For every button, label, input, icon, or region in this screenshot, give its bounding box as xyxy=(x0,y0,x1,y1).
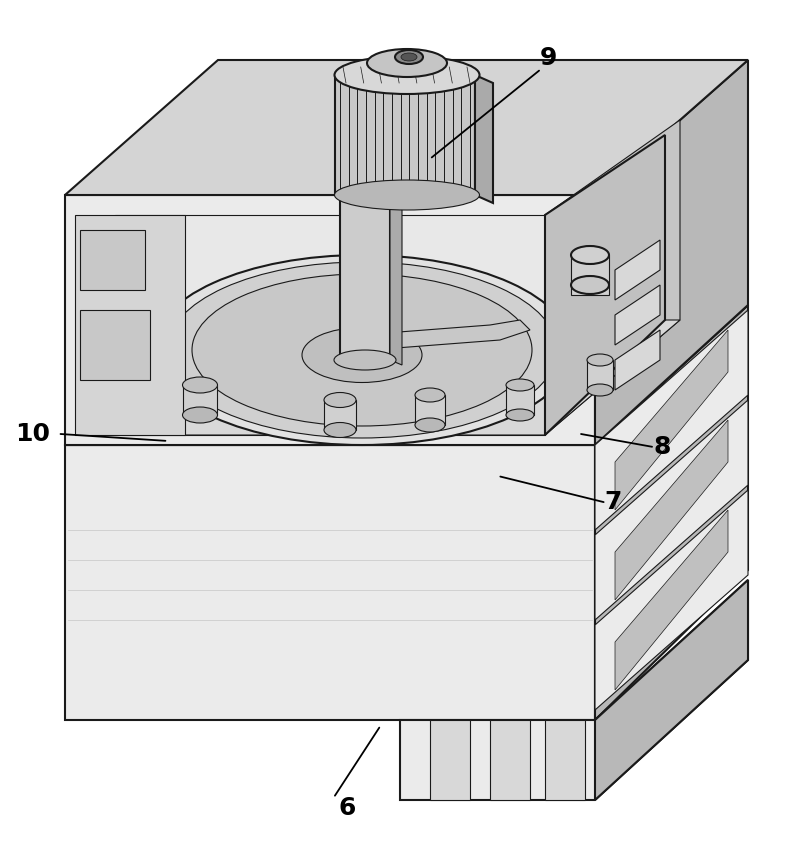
Polygon shape xyxy=(545,135,665,435)
Polygon shape xyxy=(340,70,390,360)
Polygon shape xyxy=(115,215,545,435)
Polygon shape xyxy=(400,580,748,800)
Ellipse shape xyxy=(302,328,422,382)
Polygon shape xyxy=(595,305,748,720)
Polygon shape xyxy=(615,240,660,300)
Polygon shape xyxy=(545,120,680,435)
Ellipse shape xyxy=(415,418,445,432)
Text: 7: 7 xyxy=(604,490,622,514)
Polygon shape xyxy=(595,310,748,530)
Polygon shape xyxy=(65,60,748,195)
Polygon shape xyxy=(183,385,217,415)
Ellipse shape xyxy=(334,350,396,370)
Polygon shape xyxy=(615,510,728,690)
Polygon shape xyxy=(615,285,660,345)
Polygon shape xyxy=(475,75,493,203)
Polygon shape xyxy=(80,230,145,290)
Polygon shape xyxy=(545,720,585,800)
Polygon shape xyxy=(324,400,356,430)
Ellipse shape xyxy=(350,335,380,349)
Polygon shape xyxy=(430,720,470,800)
Ellipse shape xyxy=(506,409,534,421)
Polygon shape xyxy=(335,75,475,195)
Polygon shape xyxy=(75,215,185,435)
Text: 10: 10 xyxy=(15,422,50,446)
Ellipse shape xyxy=(395,50,423,64)
Ellipse shape xyxy=(587,384,613,396)
Polygon shape xyxy=(615,330,660,390)
Text: 9: 9 xyxy=(540,46,558,70)
Ellipse shape xyxy=(182,407,218,423)
Ellipse shape xyxy=(152,255,572,445)
Polygon shape xyxy=(415,395,445,425)
Polygon shape xyxy=(65,305,748,445)
Polygon shape xyxy=(490,720,530,800)
Polygon shape xyxy=(595,400,748,620)
Ellipse shape xyxy=(192,274,532,426)
Polygon shape xyxy=(65,195,595,445)
Ellipse shape xyxy=(367,49,447,77)
Ellipse shape xyxy=(324,422,356,437)
Ellipse shape xyxy=(415,388,445,402)
Polygon shape xyxy=(587,360,613,390)
Ellipse shape xyxy=(571,246,609,264)
Ellipse shape xyxy=(571,276,609,294)
Polygon shape xyxy=(65,445,595,720)
Polygon shape xyxy=(615,420,728,600)
Polygon shape xyxy=(390,70,402,365)
Ellipse shape xyxy=(587,354,613,366)
Polygon shape xyxy=(506,385,534,415)
Polygon shape xyxy=(595,490,748,710)
Ellipse shape xyxy=(324,392,356,408)
Polygon shape xyxy=(115,320,680,435)
Ellipse shape xyxy=(182,377,218,393)
Polygon shape xyxy=(595,580,748,800)
Polygon shape xyxy=(595,60,748,445)
Text: 6: 6 xyxy=(338,797,356,820)
Polygon shape xyxy=(571,255,609,295)
Ellipse shape xyxy=(401,53,417,61)
Text: 8: 8 xyxy=(653,435,671,459)
Ellipse shape xyxy=(334,180,479,210)
Ellipse shape xyxy=(334,56,479,94)
Polygon shape xyxy=(80,310,150,380)
Polygon shape xyxy=(615,330,728,510)
Ellipse shape xyxy=(506,379,534,391)
Ellipse shape xyxy=(167,262,557,438)
Polygon shape xyxy=(360,320,530,350)
